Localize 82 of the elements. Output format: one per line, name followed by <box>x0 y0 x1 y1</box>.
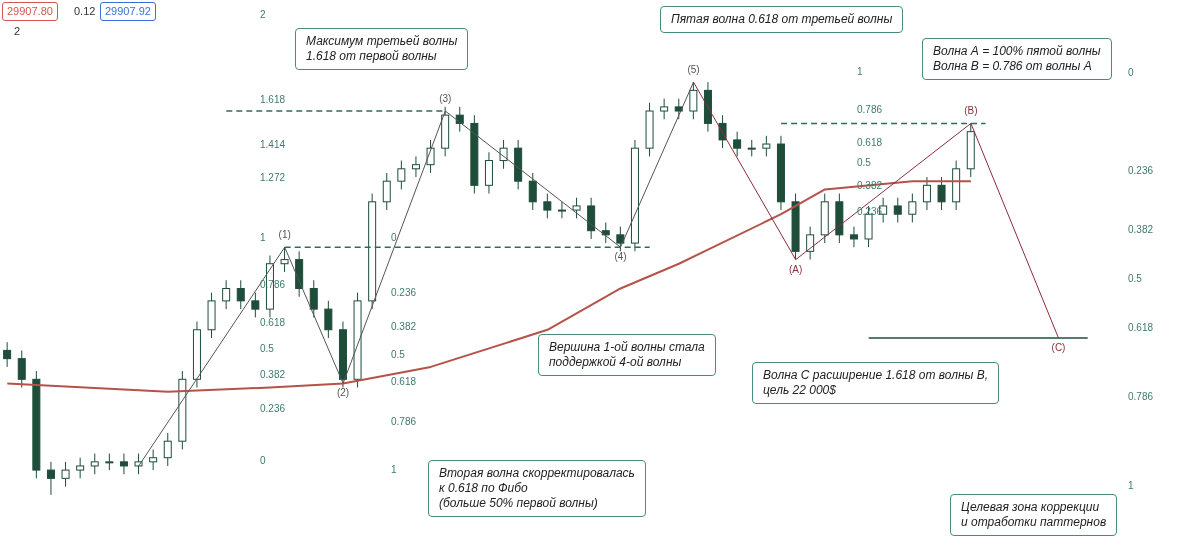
text: 0 <box>1128 67 1134 79</box>
text: Пятая волна 0.618 от третьей волны <box>660 6 904 33</box>
candlestick <box>557 201 566 219</box>
annotation: 0.5 <box>260 343 274 355</box>
annotation: 0.618 <box>857 137 883 149</box>
candlestick <box>119 453 128 475</box>
annotation: 0.236 <box>260 403 286 415</box>
text: 0.786 <box>1128 391 1154 403</box>
candlestick <box>893 197 902 223</box>
annotation: Вторая волна скорректировалась к 0.618 по Фибо (больше 50% первой волны) <box>428 460 646 517</box>
text: Целевая зона коррекции и отработки паттернов <box>950 494 1118 536</box>
text: 0.618 <box>1128 322 1154 334</box>
text: Максимум третьей волны 1.618 от первой волны <box>295 28 469 70</box>
candlestick <box>922 176 931 211</box>
text: 2 <box>260 9 266 21</box>
annotation: (3) <box>438 93 453 106</box>
annotation: (B) <box>963 105 979 118</box>
candlestick <box>572 197 581 219</box>
candlestick <box>236 279 245 310</box>
annotation: (1) <box>277 229 292 242</box>
candlestick <box>411 155 420 178</box>
candlestick <box>280 246 289 273</box>
candlestick <box>90 453 99 475</box>
candlestick <box>324 300 333 339</box>
candlestick <box>149 448 158 471</box>
candlestick <box>733 131 742 157</box>
annotation: 0 <box>391 232 397 244</box>
candlestick <box>660 98 669 120</box>
text: 0.236 <box>1128 165 1154 177</box>
candlestick <box>382 172 391 211</box>
candlestick <box>937 176 946 211</box>
text: 1 <box>857 66 863 78</box>
candlestick <box>251 292 260 318</box>
candlestick <box>61 461 70 488</box>
annotation: (C) <box>1050 342 1067 355</box>
annotation: 0.618 <box>260 317 286 329</box>
text: 29907.80 <box>2 2 58 21</box>
annotation: 0.382 <box>391 321 417 333</box>
text: Волна А = 100% пятой волны Волна В = 0.786 от волны А <box>922 38 1112 80</box>
candlestick <box>309 279 318 318</box>
annotation: 1.272 <box>260 172 286 184</box>
annotation: 1 <box>260 232 266 244</box>
annotation: (A) <box>788 263 804 276</box>
annotation: (2) <box>335 387 351 400</box>
annotation: 0 <box>260 455 266 467</box>
candlestick <box>397 160 406 190</box>
annotation: 0.5 <box>857 157 871 169</box>
text: 1 <box>1128 480 1134 492</box>
candlestick <box>908 193 917 223</box>
annotation: 1.618 <box>260 94 286 106</box>
candlestick <box>849 226 858 248</box>
annotation: Волна С расширение 1.618 от волны В, цель 22 000$ <box>752 362 1000 404</box>
candlestick <box>674 98 683 120</box>
annotation: (4) <box>613 251 628 264</box>
annotation: 1.414 <box>260 139 286 151</box>
annotation: 0.786 <box>391 416 417 428</box>
annotation: 0.382 <box>260 369 286 381</box>
text: 0.382 <box>1128 224 1154 236</box>
candlestick <box>499 139 508 170</box>
text: 29907.92 <box>100 2 156 21</box>
candlestick <box>528 172 537 211</box>
annotation: Вершина 1-ой волны стала поддержкой 4-ой волны <box>538 334 716 376</box>
candlestick <box>806 226 815 261</box>
candlestick <box>222 279 231 310</box>
candlestick <box>163 432 172 467</box>
annotation: 0.618 <box>391 376 417 388</box>
annotation: 0.236 <box>391 287 417 299</box>
candlestick <box>76 457 85 479</box>
text: 2 <box>14 24 21 39</box>
candlestick <box>3 341 12 368</box>
text: (5) <box>686 64 701 77</box>
candlestick <box>762 135 771 157</box>
candlestick <box>616 226 625 252</box>
text: 0.12 <box>74 4 96 19</box>
candlestick <box>46 461 55 496</box>
candlestick <box>543 193 552 219</box>
text: 0.5 <box>1128 273 1142 285</box>
annotation: 0.786 <box>857 104 883 116</box>
candlestick <box>17 349 26 389</box>
annotation: 0.5 <box>391 349 405 361</box>
candlestick <box>689 81 698 120</box>
annotation: 1 <box>391 464 397 476</box>
